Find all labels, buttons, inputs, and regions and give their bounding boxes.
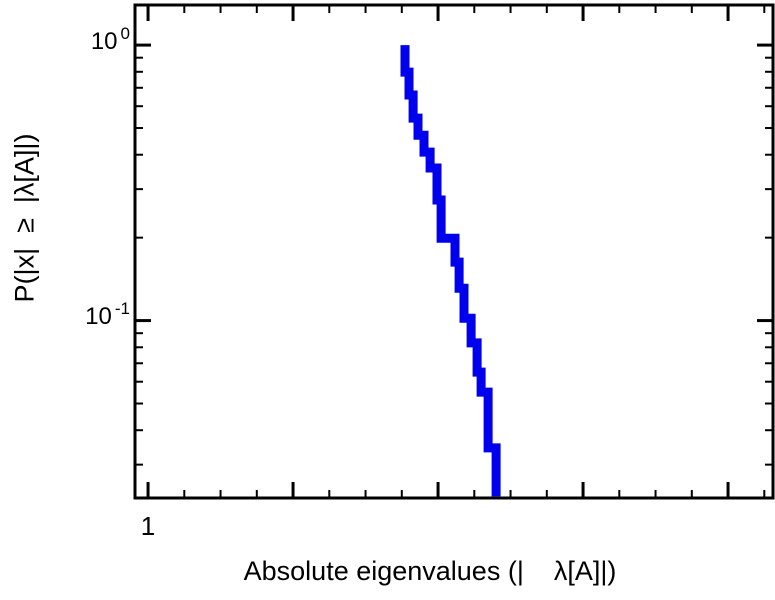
- x-axis-title: Absolute eigenvalues (| λ[A]|): [243, 556, 617, 586]
- ccdf-step-curve: [400, 45, 501, 497]
- y-tick-label-1e-1: 10 -1: [85, 299, 130, 331]
- y-tick-exponent: 0: [120, 24, 130, 43]
- y-tick-base: 10: [90, 28, 118, 55]
- y-axis-title: P(|x| ≥ |λ[A]|): [9, 133, 40, 303]
- y-tick-exponent: -1: [114, 299, 130, 318]
- plot-border: [133, 3, 775, 500]
- y-tick-label-1e0: 10 0: [90, 24, 130, 56]
- x-tick-label-1: 1: [140, 511, 156, 541]
- y-tick-base: 10: [85, 303, 112, 330]
